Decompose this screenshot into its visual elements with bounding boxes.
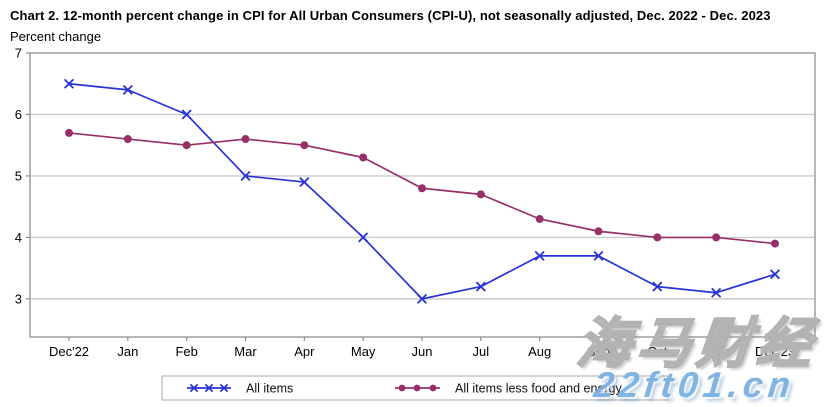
dot-marker — [653, 233, 662, 242]
x-tick-label: Apr — [294, 344, 315, 359]
x-tick-label: Aug — [528, 344, 551, 359]
legend-label: All items less food and energy — [455, 382, 623, 396]
x-marker — [204, 383, 214, 393]
x-marker — [181, 109, 192, 120]
dot-marker — [359, 153, 368, 162]
dot-marker — [241, 135, 250, 144]
x-marker — [189, 383, 199, 393]
x-tick-label: Nov — [705, 344, 729, 359]
x-tick-label: Jul — [473, 344, 490, 359]
y-axis: 7 6 5 4 3 — [15, 46, 30, 306]
x-tick-label: Oct — [647, 344, 668, 359]
legend-item: All items less food and energy — [395, 382, 623, 396]
x-tick-label: Jan — [117, 344, 138, 359]
y-tick-label: 3 — [15, 291, 22, 306]
x-marker — [652, 281, 663, 292]
dot-marker — [429, 384, 437, 392]
dot-marker — [594, 227, 603, 236]
x-marker — [63, 78, 75, 89]
x-marker — [219, 383, 229, 393]
x-marker — [299, 177, 310, 188]
x-marker — [711, 287, 722, 298]
x-marker — [475, 281, 486, 292]
dot-marker — [182, 141, 191, 150]
x-marker — [122, 84, 133, 95]
dot-marker — [123, 135, 132, 144]
x-tick-label: Jun — [412, 344, 433, 359]
dot-marker — [65, 128, 73, 137]
dot-marker — [476, 190, 485, 199]
dot-marker — [418, 184, 426, 193]
plot-area-border — [29, 52, 816, 338]
y-tick-label: 4 — [15, 230, 22, 245]
x-marker — [358, 232, 369, 243]
legend-item: All items — [187, 382, 293, 396]
gridlines — [31, 113, 814, 300]
y-tick-label: 7 — [15, 46, 22, 61]
dot-marker — [771, 239, 779, 248]
legend: All items All items less food and energy — [161, 375, 669, 401]
x-tick-label: Sep — [587, 344, 610, 359]
x-marker — [240, 170, 251, 181]
x-marker — [769, 269, 781, 280]
y-tick-label: 6 — [15, 107, 22, 122]
dot-marker — [413, 384, 421, 392]
x-tick-label: Mar — [234, 344, 257, 359]
x-axis: Dec'22 Jan Feb Mar Apr May Jun Jul Aug Sep Oct Nov D… — [49, 337, 795, 359]
x-marker — [593, 250, 604, 261]
x-tick-label: Dec'22 — [49, 344, 89, 359]
x-tick-label: May — [351, 344, 376, 359]
x-marker — [534, 250, 545, 261]
y-axis-unit-label: Percent change — [10, 29, 102, 44]
series-all-items-less-food-energy — [65, 128, 779, 248]
dot-marker — [535, 214, 544, 223]
dot-marker — [300, 141, 309, 150]
chart-title: Chart 2. 12-month percent change in CPI … — [10, 8, 771, 23]
dot-marker — [712, 233, 721, 242]
x-tick-label: Feb — [175, 344, 197, 359]
dot-marker — [398, 384, 406, 392]
x-tick-label: Dec'23 — [755, 344, 795, 359]
x-marker — [416, 293, 428, 304]
y-tick-label: 5 — [15, 168, 22, 183]
series-all-items — [63, 78, 781, 304]
legend-label: All items — [246, 382, 293, 396]
